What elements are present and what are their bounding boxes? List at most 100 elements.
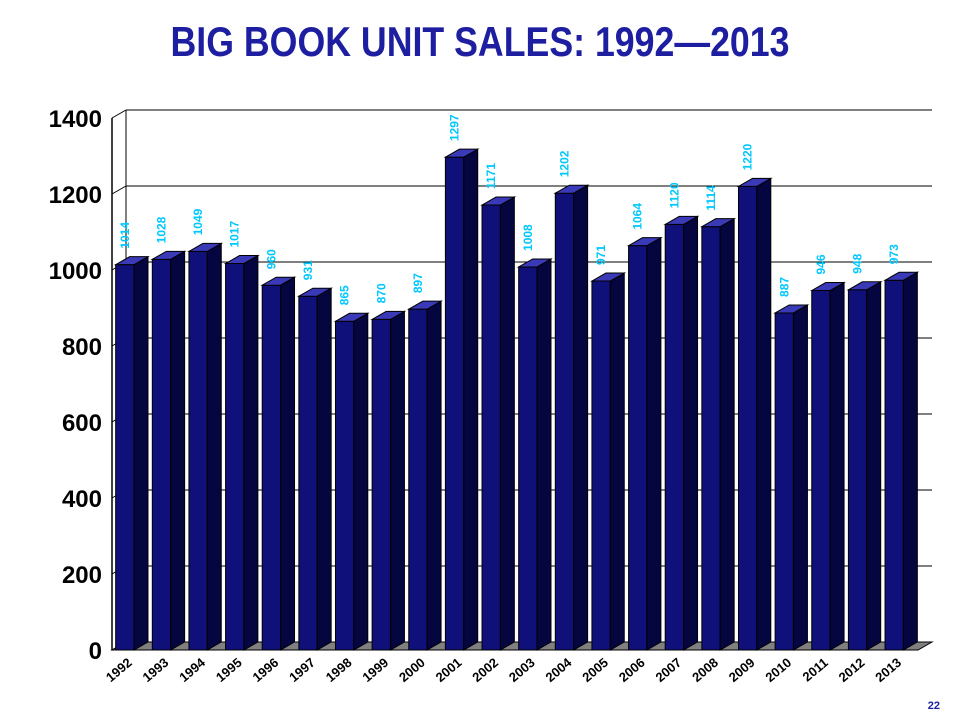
bars-group (113, 148, 920, 651)
y-tick-label: 600 (62, 410, 102, 437)
bar-side (316, 287, 332, 651)
data-label: 931 (301, 260, 315, 280)
bar-side (426, 300, 442, 651)
bar (591, 280, 611, 651)
x-tick-label: 1994 (176, 654, 208, 685)
data-label: 946 (814, 254, 828, 274)
bar (701, 226, 721, 651)
x-tick-label: 1997 (286, 655, 318, 685)
page-number: 22 (927, 700, 940, 712)
bar-side (756, 177, 772, 651)
bar (847, 289, 868, 651)
bar (225, 263, 245, 651)
bar-side (866, 280, 882, 651)
bar-top (516, 258, 553, 268)
bar-top (663, 215, 700, 225)
bar (444, 156, 465, 651)
x-tick-label: 2001 (433, 655, 465, 685)
bar-top (113, 256, 150, 266)
bar (774, 312, 794, 651)
bar-side (719, 217, 735, 651)
bar-side (389, 310, 405, 651)
data-label: 897 (411, 273, 425, 293)
bar (811, 290, 831, 651)
x-tick-label: 1992 (103, 655, 135, 685)
x-tick-label: 1999 (359, 655, 391, 685)
bar-side (646, 236, 662, 651)
x-tick-labels-group: 1992 1993 1994 1995 1996 1997 1998 1999 2000 2001… (103, 654, 904, 685)
x-tick-label: 1993 (140, 655, 172, 685)
data-label: 1028 (154, 216, 168, 243)
bar-side (170, 250, 186, 651)
x-tick-label: 2005 (579, 655, 611, 685)
y-tick-label: 1000 (49, 258, 102, 285)
chart-title: BIG BOOK UNIT SALES: 1992—2013 (170, 18, 790, 65)
bar-top (699, 218, 737, 228)
bar-top (187, 242, 224, 252)
bar-top (846, 281, 883, 291)
data-label: 1120 (667, 182, 681, 208)
x-tick-label: 2012 (836, 655, 868, 685)
data-label: 870 (374, 283, 388, 303)
bar-top (590, 272, 627, 282)
x-tick-label: 2000 (396, 655, 428, 685)
data-label: 1008 (521, 224, 535, 251)
data-label: 960 (264, 249, 278, 269)
x-tick-label: 2008 (689, 655, 721, 685)
bar-side (902, 271, 918, 651)
bar-top (553, 184, 590, 194)
bar-side (243, 254, 259, 651)
data-label: 1064 (631, 203, 645, 230)
x-tick-label: 2004 (543, 654, 575, 685)
bar (371, 318, 391, 651)
grid-diagonal (111, 109, 127, 119)
bar (664, 223, 685, 651)
x-tick-label: 2009 (726, 655, 758, 685)
y-tick-label: 1400 (49, 106, 102, 133)
y-tick-label: 400 (62, 486, 102, 513)
x-tick-label: 2007 (652, 655, 684, 685)
bar-side (573, 184, 589, 651)
bar-top (809, 282, 846, 292)
data-label: 971 (594, 245, 608, 265)
data-label: 973 (887, 244, 901, 264)
bar (481, 204, 501, 651)
bar-side (792, 304, 808, 651)
data-label: 1014 (118, 222, 132, 249)
x-tick-label: 2003 (506, 655, 538, 685)
x-tick-label: 1996 (249, 655, 281, 685)
bar-side (206, 242, 222, 651)
data-label: 1220 (741, 143, 755, 170)
bar-top (260, 276, 297, 286)
x-tick-label: 2013 (872, 655, 904, 685)
data-label: 1049 (191, 208, 205, 235)
bar-top (883, 271, 920, 281)
x-tick-label: 2010 (762, 655, 794, 685)
bar (151, 258, 172, 651)
bar-side (609, 272, 625, 651)
bar-top (223, 255, 260, 265)
y-tick-label: 200 (62, 562, 102, 589)
bar-top (370, 310, 407, 320)
bar (188, 250, 208, 651)
data-label: 1114 (704, 185, 718, 211)
bar (554, 192, 575, 651)
data-label: 948 (851, 253, 865, 273)
y-tick-labels-group: 0 200 400 600 800 1000 1200 1400 (49, 106, 102, 665)
data-label: 1171 (484, 163, 498, 189)
bar-top (296, 287, 334, 297)
bar-side (683, 215, 699, 651)
bar-top (333, 312, 370, 322)
bar (261, 284, 282, 651)
bar-top (480, 196, 517, 206)
bar (334, 320, 355, 651)
data-label: 887 (777, 277, 791, 297)
data-label: 865 (338, 285, 352, 305)
bar-top (443, 148, 480, 158)
bar (884, 279, 904, 651)
y-tick-label: 800 (62, 334, 102, 361)
bar-top (626, 237, 663, 247)
grid-diagonal (111, 185, 127, 195)
data-label: 1017 (228, 221, 242, 248)
